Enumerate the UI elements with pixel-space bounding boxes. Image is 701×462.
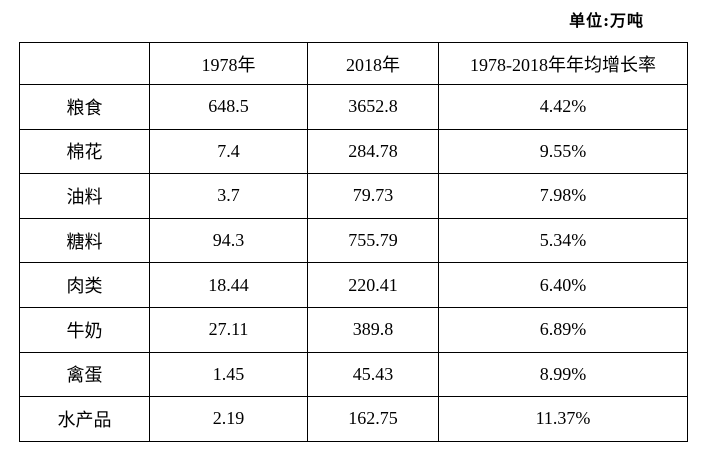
column-header-1978: 1978年	[149, 42, 308, 85]
unit-label: 单位:万吨	[569, 11, 644, 30]
value-1978: 94.3	[149, 217, 308, 264]
value-2018: 79.73	[307, 173, 439, 219]
value-2018: 45.43	[307, 351, 439, 398]
value-1978: 7.4	[149, 128, 308, 175]
value-growth-rate: 8.99%	[438, 351, 688, 398]
row-cotton: 棉花 7.4 284.78 9.55%	[19, 128, 688, 175]
row-grain: 粮食 648.5 3652.8 4.42%	[19, 84, 688, 130]
value-1978: 27.11	[149, 306, 308, 353]
row-oilseed: 油料 3.7 79.73 7.98%	[19, 173, 688, 219]
value-2018: 220.41	[307, 262, 439, 308]
row-sugar: 糖料 94.3 755.79 5.34%	[19, 217, 688, 264]
value-1978: 648.5	[149, 84, 308, 130]
row-label: 油料	[19, 173, 150, 219]
value-growth-rate: 7.98%	[438, 173, 688, 219]
row-label: 棉花	[19, 128, 150, 175]
column-header-growth-rate: 1978-2018年年均增长率	[438, 42, 688, 85]
value-2018: 3652.8	[307, 84, 439, 130]
row-meat: 肉类 18.44 220.41 6.40%	[19, 262, 688, 308]
value-1978: 18.44	[149, 262, 308, 308]
value-2018: 162.75	[307, 396, 439, 442]
header-row: 1978年 2018年 1978-2018年年均增长率	[19, 42, 688, 85]
value-growth-rate: 5.34%	[438, 217, 688, 264]
row-label: 禽蛋	[19, 351, 150, 398]
value-1978: 1.45	[149, 351, 308, 398]
row-label: 粮食	[19, 84, 150, 130]
value-2018: 284.78	[307, 128, 439, 175]
row-label: 牛奶	[19, 306, 150, 353]
row-aquatic-products: 水产品 2.19 162.75 11.37%	[19, 396, 688, 442]
statistics-table: 1978年 2018年 1978-2018年年均增长率 粮食 648.5 365…	[19, 42, 688, 442]
value-growth-rate: 4.42%	[438, 84, 688, 130]
row-label: 糖料	[19, 217, 150, 264]
value-2018: 389.8	[307, 306, 439, 353]
value-growth-rate: 6.40%	[438, 262, 688, 308]
row-milk: 牛奶 27.11 389.8 6.89%	[19, 306, 688, 353]
value-2018: 755.79	[307, 217, 439, 264]
row-eggs: 禽蛋 1.45 45.43 8.99%	[19, 351, 688, 398]
value-growth-rate: 9.55%	[438, 128, 688, 175]
empty-header-cell	[19, 42, 150, 85]
value-1978: 2.19	[149, 396, 308, 442]
row-label: 水产品	[19, 396, 150, 442]
value-1978: 3.7	[149, 173, 308, 219]
value-growth-rate: 11.37%	[438, 396, 688, 442]
value-growth-rate: 6.89%	[438, 306, 688, 353]
row-label: 肉类	[19, 262, 150, 308]
column-header-2018: 2018年	[307, 42, 439, 85]
